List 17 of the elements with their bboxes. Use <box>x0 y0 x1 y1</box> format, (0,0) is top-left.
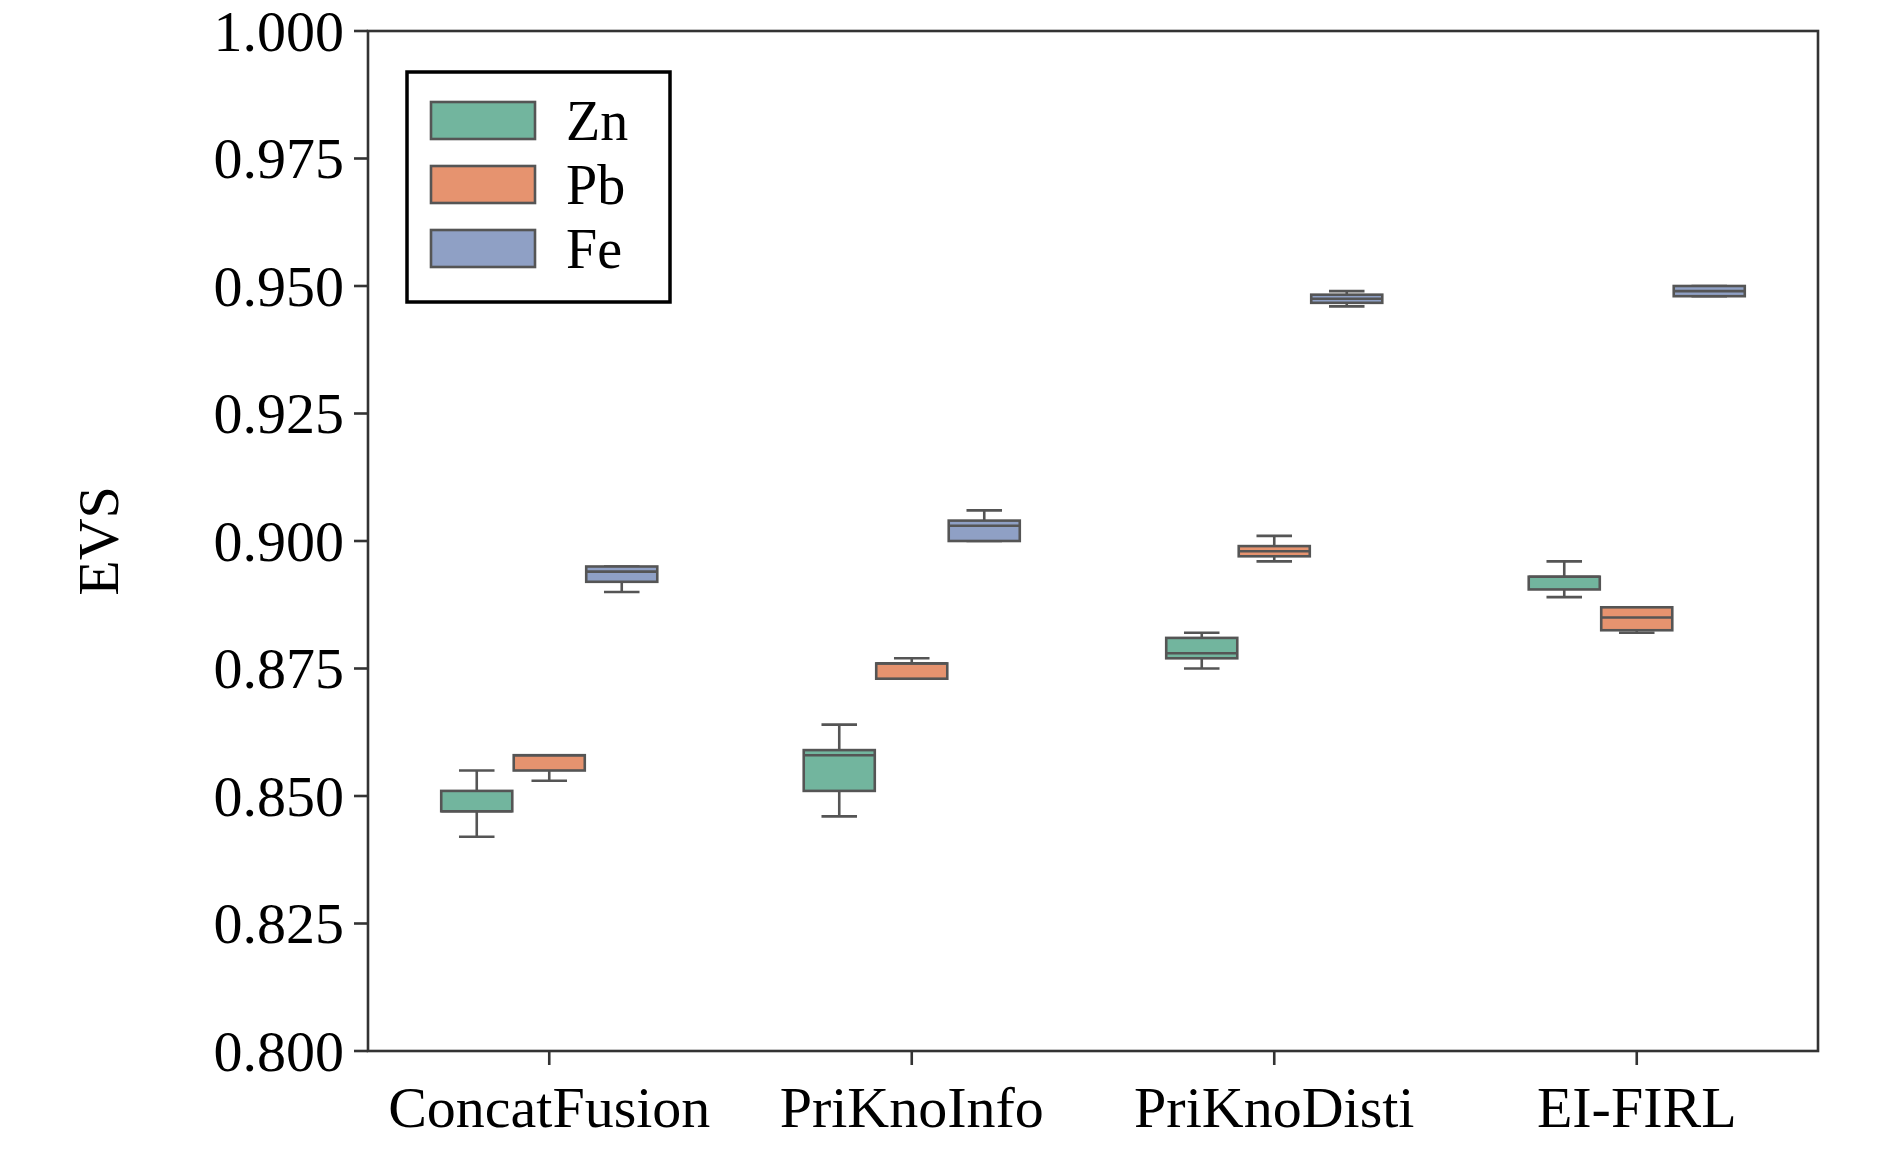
legend-label: Fe <box>566 218 622 280</box>
y-tick-label: 0.875 <box>213 636 344 701</box>
x-tick-label: PriKnoInfo <box>779 1075 1044 1140</box>
y-tick-label: 0.800 <box>213 1018 344 1084</box>
y-tick-label: 0.900 <box>213 508 344 574</box>
x-tick-label: PriKnoDisti <box>1134 1075 1415 1140</box>
y-tick-label: 1.000 <box>213 0 344 64</box>
y-tick-label: 0.925 <box>213 381 344 446</box>
y-axis-title: EVS <box>65 486 131 596</box>
y-tick-label: 0.850 <box>213 763 344 829</box>
x-tick-label: EI-FIRL <box>1536 1075 1737 1140</box>
y-tick-label: 0.975 <box>213 126 344 191</box>
legend-label: Zn <box>566 90 629 152</box>
y-tick-label: 0.825 <box>213 891 344 956</box>
y-tick-label: 0.950 <box>213 253 344 319</box>
legend-label: Pb <box>566 154 626 216</box>
x-tick-label: ConcatFusion <box>388 1075 711 1140</box>
